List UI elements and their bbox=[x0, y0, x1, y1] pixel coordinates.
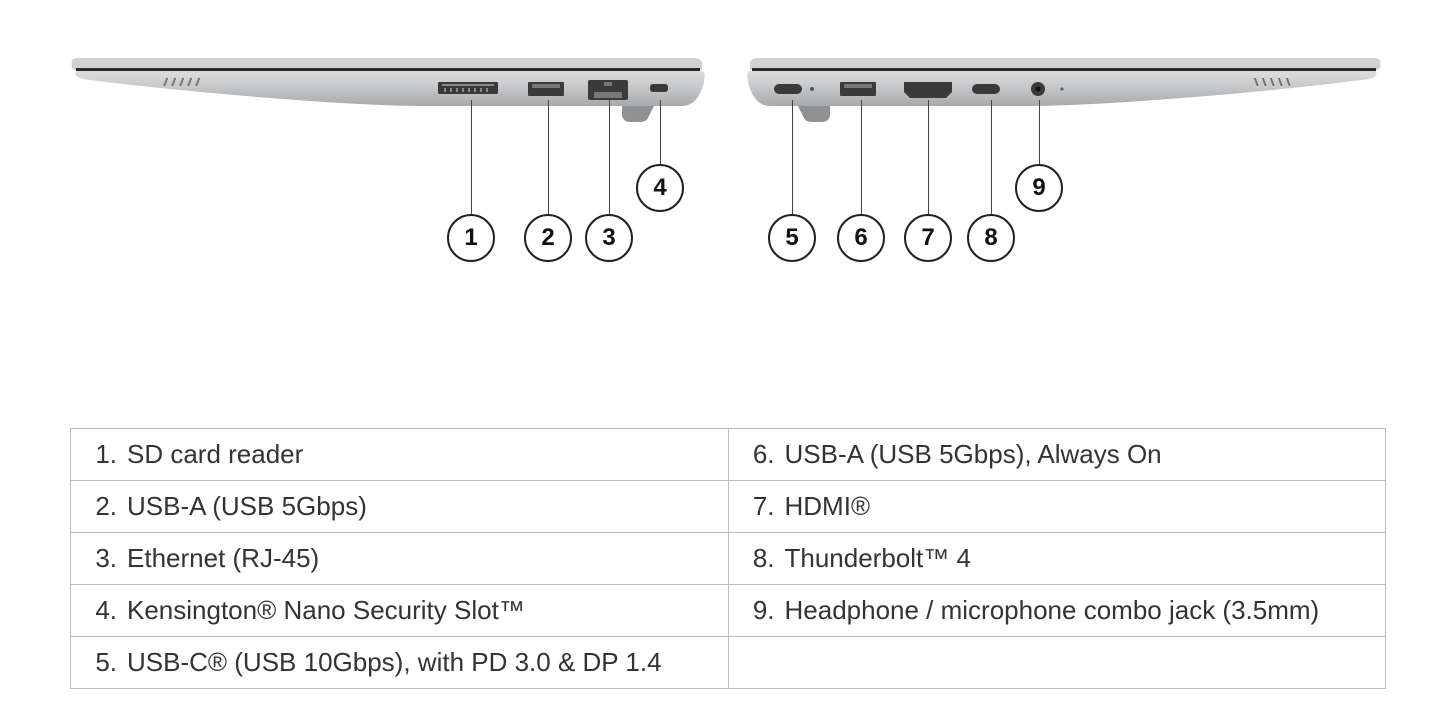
port-diagram: 1234 56789 bbox=[0, 40, 1440, 280]
ports-table: 1. SD card reader 6. USB-A (USB 5Gbps), Al… bbox=[70, 428, 1386, 689]
callout-line bbox=[861, 100, 862, 214]
table-row: 3. Ethernet (RJ-45) 8. Thunderbolt™ 4 bbox=[71, 533, 1386, 585]
callout-circle-2: 2 bbox=[524, 214, 572, 262]
callout-line bbox=[1039, 100, 1040, 164]
laptop-right-profile bbox=[742, 40, 1382, 130]
callout-line bbox=[928, 100, 929, 214]
port-num: 8. bbox=[745, 543, 775, 574]
port-num: 1. bbox=[87, 439, 117, 470]
table-row: 1. SD card reader 6. USB-A (USB 5Gbps), Al… bbox=[71, 429, 1386, 481]
callout-line bbox=[548, 100, 549, 214]
callout-circle-3: 3 bbox=[585, 214, 633, 262]
port-num: 3. bbox=[87, 543, 117, 574]
callout-circle-7: 7 bbox=[904, 214, 952, 262]
port-label: Kensington® Nano Security Slot™ bbox=[127, 595, 525, 625]
port-num: 6. bbox=[745, 439, 775, 470]
port-num: 2. bbox=[87, 491, 117, 522]
port-label: USB-A (USB 5Gbps), Always On bbox=[785, 439, 1162, 469]
table-row: 4. Kensington® Nano Security Slot™ 9. Head… bbox=[71, 585, 1386, 637]
callout-circle-6: 6 bbox=[837, 214, 885, 262]
port-label: Thunderbolt™ 4 bbox=[785, 543, 971, 573]
table-row: 5. USB-C® (USB 10Gbps), with PD 3.0 & DP … bbox=[71, 637, 1386, 689]
port-label: HDMI® bbox=[785, 491, 871, 521]
port-num: 7. bbox=[745, 491, 775, 522]
callout-line bbox=[609, 100, 610, 214]
port-label: SD card reader bbox=[127, 439, 303, 469]
callout-circle-8: 8 bbox=[967, 214, 1015, 262]
table-row: 2. USB-A (USB 5Gbps) 7. HDMI® bbox=[71, 481, 1386, 533]
laptop-left-profile bbox=[70, 40, 710, 130]
callout-line bbox=[471, 100, 472, 214]
port-num: 9. bbox=[745, 595, 775, 626]
port-label: Ethernet (RJ-45) bbox=[127, 543, 319, 573]
port-label: USB-A (USB 5Gbps) bbox=[127, 491, 367, 521]
port-num: 4. bbox=[87, 595, 117, 626]
callout-circle-9: 9 bbox=[1015, 164, 1063, 212]
callout-circle-4: 4 bbox=[636, 164, 684, 212]
callout-line bbox=[660, 100, 661, 164]
port-label: USB-C® (USB 10Gbps), with PD 3.0 & DP 1.… bbox=[127, 647, 662, 677]
callout-circle-1: 1 bbox=[447, 214, 495, 262]
callout-line bbox=[991, 100, 992, 214]
port-num: 5. bbox=[87, 647, 117, 678]
port-label: Headphone / microphone combo jack (3.5mm… bbox=[785, 595, 1320, 625]
callout-circle-5: 5 bbox=[768, 214, 816, 262]
callout-line bbox=[792, 100, 793, 214]
